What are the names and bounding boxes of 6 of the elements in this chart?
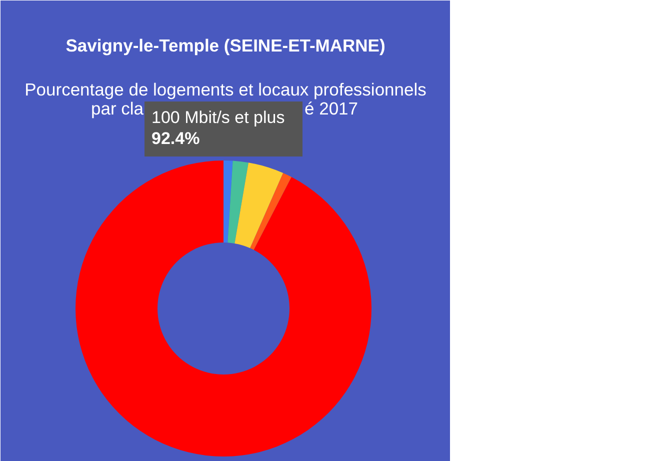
chart-subtitle: Pourcentage de logements et locaux professionnels <box>24 80 427 100</box>
text: par cla <box>90 98 144 118</box>
slice-label: 100 Mbit/s et plus <box>152 108 285 127</box>
chart-title: Savigny-le-Temple (SEINE-ET-MARNE) <box>66 36 386 56</box>
data-label: 92.4% <box>152 129 200 148</box>
text: é 2017 <box>304 98 358 118</box>
